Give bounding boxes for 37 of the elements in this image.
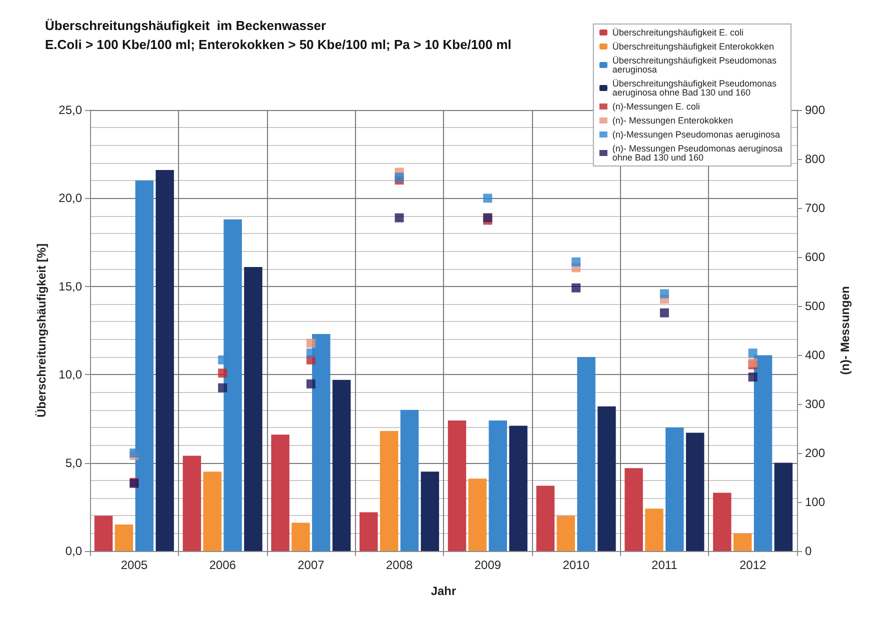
x-tick-label: 2005 [120, 558, 148, 572]
y-tick-label: 0,0 [65, 544, 82, 558]
y-tick-label: 20,0 [58, 191, 82, 206]
y2-tick-label: 500 [805, 299, 826, 313]
x-tick-label: 2009 [474, 558, 502, 572]
y2-tick-label: 300 [805, 397, 826, 411]
y2-tick-label: 800 [805, 152, 826, 166]
x-tick-label: 2008 [386, 558, 413, 572]
x-tick-label: 2007 [298, 558, 325, 572]
y2-tick-label: 200 [805, 446, 826, 460]
y2-axis-title: (n)- Messungen [838, 286, 852, 375]
legend-label: Überschreitungshäufigkeit Enterokokken [612, 42, 774, 52]
chart-subtitle: E.Coli > 100 Kbe/100 ml; Enterokokken > 50 Kbe/100 ml; Pa > 10 Kbe/100 ml [45, 37, 512, 52]
y-tick-label: 10,0 [58, 368, 82, 382]
x-tick-label: 2011 [652, 558, 678, 572]
y2-tick-label: 400 [805, 348, 826, 362]
y-tick-label: 15,0 [58, 279, 82, 294]
legend-label: (n)-Messungen E. coli [612, 102, 700, 112]
y2-tick-label: 900 [805, 103, 826, 117]
y-tick-label: 5,0 [65, 456, 82, 470]
y2-tick-label: 0 [805, 544, 812, 558]
y-axis-title: Überschreitungshäufigkeit [%] [34, 243, 49, 418]
y2-tick-label: 600 [805, 250, 826, 264]
x-axis-title: Jahr [430, 584, 456, 598]
y-tick-label: 25,0 [58, 103, 82, 117]
y2-tick-label: 100 [805, 495, 826, 509]
x-tick-label: 2012 [739, 558, 766, 572]
x-tick-label: 2006 [209, 558, 236, 572]
legend-label: (n)- Messungen Enterokokken [612, 116, 733, 126]
legend-label: (n)- Messungen Pseudomonas aeruginosa ohne Bad 130 und 160 [612, 144, 786, 162]
legend-label: Überschreitungshäufigkeit Pseudomonas aeruginosa [612, 56, 780, 74]
legend-label: Überschreitungshäufigkeit Pseudomonas aeruginosa ohne Bad 130 und 160 [612, 78, 780, 98]
y2-tick-label: 700 [805, 201, 826, 215]
x-tick-label: 2010 [562, 558, 590, 572]
legend-label: Überschreitungshäufigkeit E. coli [612, 28, 744, 38]
legend-label: (n)-Messungen Pseudomonas aeruginosa [612, 130, 780, 140]
chart-title: Überschreitungshäufigkeit im Beckenwasser [45, 18, 326, 33]
